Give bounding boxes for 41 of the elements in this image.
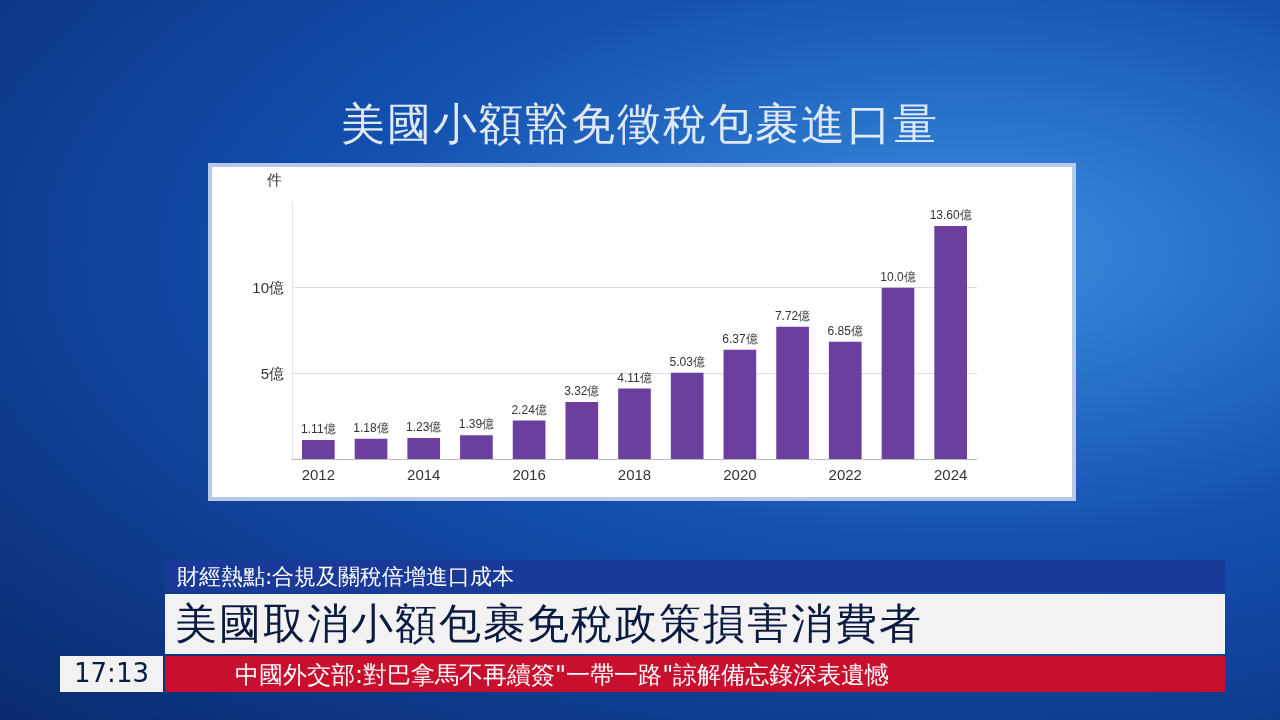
data-label: 6.85億 — [827, 323, 863, 338]
x-tick-label: 2024 — [933, 466, 968, 483]
x-tick-label: 2016 — [512, 466, 546, 483]
bar — [407, 437, 441, 459]
bar — [776, 326, 809, 459]
data-label: 1.11億 — [301, 421, 336, 436]
bar — [670, 372, 704, 459]
data-label: 13.60億 — [929, 207, 972, 222]
y-tick-label: 10億 — [252, 279, 284, 297]
y-tick-label: 5億 — [260, 364, 284, 382]
data-label: 1.23億 — [406, 419, 442, 434]
text: 17:13 — [60, 656, 163, 692]
bar — [460, 435, 493, 459]
bar — [723, 349, 757, 459]
data-label: 6.37億 — [722, 331, 758, 346]
bar — [828, 341, 862, 459]
data-label: 7.72億 — [774, 308, 811, 323]
text: 財經熱點:合規及關稅倍增進口成本 — [165, 560, 1225, 592]
chart-title: 美國小額豁免徵稅包裹進口量 — [340, 97, 940, 151]
x-tick-label: 2018 — [617, 466, 652, 483]
data-label: 1.39億 — [458, 417, 495, 432]
bar — [565, 402, 599, 459]
x-tick-label: 2012 — [301, 466, 336, 483]
bar — [618, 388, 651, 459]
x-tick-label: 2022 — [828, 466, 862, 483]
bar — [302, 439, 335, 459]
x-tick-label: 2014 — [407, 466, 441, 483]
text: 美國取消小額包裹免稅政策損害消費者 — [165, 594, 1225, 654]
bar — [512, 420, 546, 459]
data-label: 1.18億 — [353, 420, 389, 435]
data-label: 2.24億 — [511, 402, 547, 417]
bar — [354, 438, 388, 459]
data-label: 10.0億 — [880, 269, 916, 284]
text: 中國外交部:對巴拿馬不再續簽"一帶一路"諒解備忘錄深表遺憾 — [165, 656, 1225, 692]
data-label: 3.32億 — [564, 384, 600, 399]
y-axis-title: 件 — [267, 171, 282, 188]
x-tick-label: 2020 — [723, 466, 757, 483]
data-label: 4.11億 — [617, 370, 652, 385]
bar — [881, 287, 915, 459]
data-label: 5.03億 — [669, 354, 705, 369]
bar — [934, 225, 967, 459]
